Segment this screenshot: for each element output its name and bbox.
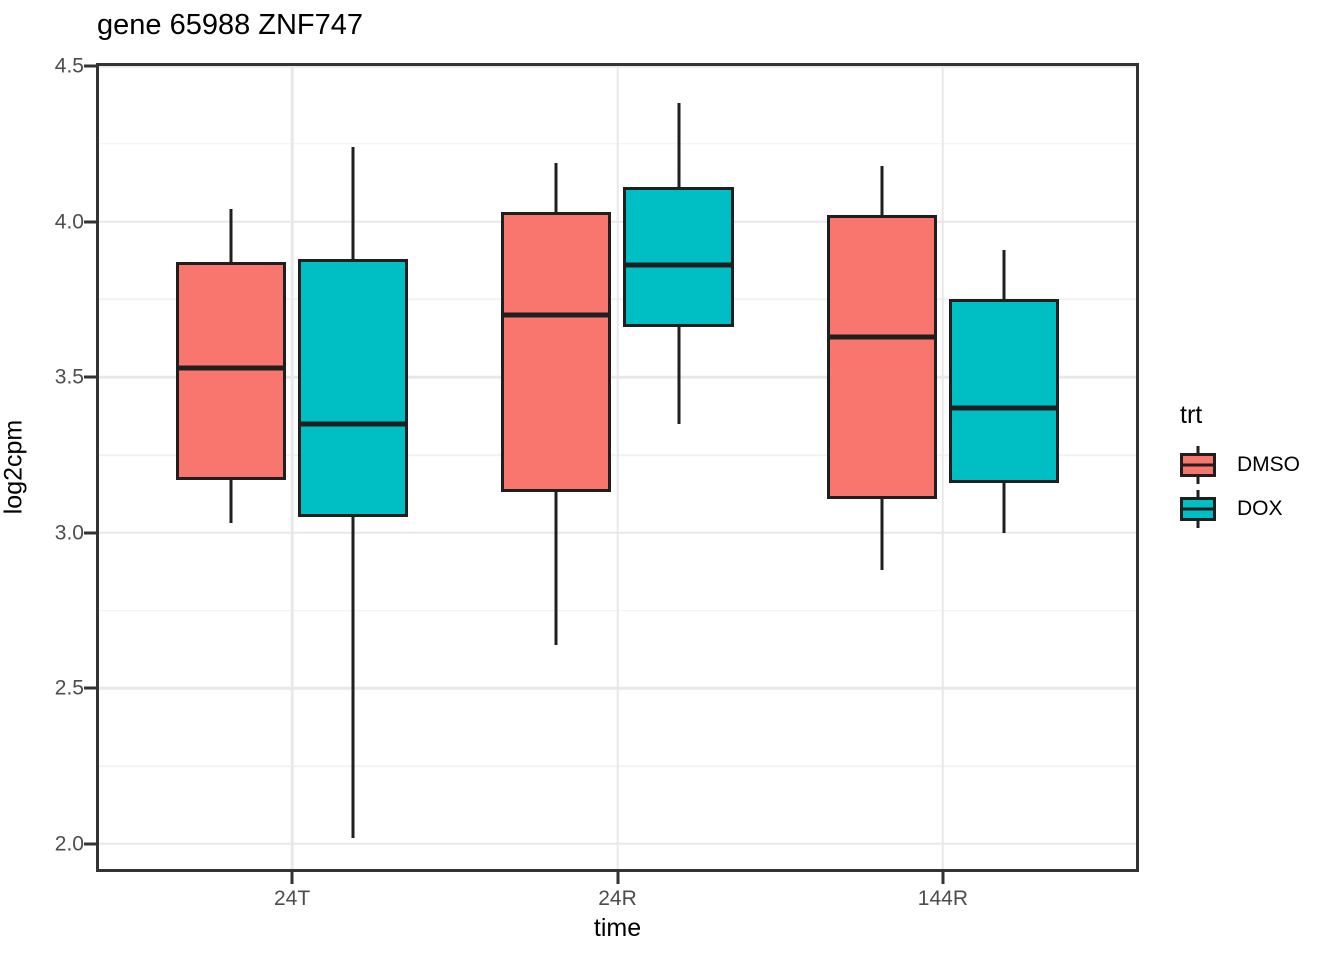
plot-panel	[96, 63, 1139, 872]
legend-item-dmso: DMSO	[1180, 443, 1300, 487]
gridline-major-x	[941, 63, 945, 872]
key-median-line	[1180, 507, 1216, 511]
x-axis-tick-label: 24R	[598, 887, 637, 910]
y-axis-tick	[84, 220, 96, 224]
y-axis-tick-label: 2.5	[54, 676, 84, 700]
y-axis-tick	[84, 64, 96, 68]
median-line	[176, 365, 287, 371]
legend: trt DMSO DOX	[1180, 400, 1300, 531]
gridline-major-x	[616, 63, 619, 872]
boxplot-box	[176, 262, 287, 480]
y-axis-tick	[84, 531, 96, 535]
x-axis-tick	[616, 872, 619, 884]
x-axis-tick-label: 144R	[917, 887, 969, 910]
median-line	[826, 334, 937, 340]
y-axis-tick-label: 4.5	[54, 54, 84, 78]
median-line	[623, 262, 734, 268]
boxplot-box	[298, 259, 409, 518]
boxplot-box	[501, 212, 612, 493]
legend-item-dox: DOX	[1180, 487, 1300, 531]
key-median-line	[1180, 463, 1216, 467]
x-axis-tick	[941, 872, 945, 884]
chart-title: gene 65988 ZNF747	[97, 9, 364, 41]
boxplot-key-icon	[1180, 443, 1216, 487]
y-axis-tick	[84, 842, 96, 846]
y-axis-tick	[84, 375, 96, 379]
boxplot-key-icon	[1180, 487, 1216, 531]
y-axis-tick-label: 3.5	[54, 365, 84, 389]
y-axis-title: log2cpm	[0, 419, 28, 515]
legend-label-dox: DOX	[1237, 497, 1283, 520]
median-line	[501, 312, 612, 318]
boxplot-box	[623, 187, 734, 328]
median-line	[298, 421, 409, 427]
y-axis-tick-label: 4.0	[54, 210, 84, 234]
y-axis-tick-label: 3.0	[54, 521, 84, 545]
x-axis-title: time	[593, 914, 642, 942]
x-axis-tick-label: 24T	[273, 887, 311, 910]
y-axis-tick-label: 2.0	[54, 832, 84, 856]
gridline-major-x	[290, 63, 294, 872]
y-axis-tick	[84, 686, 96, 690]
legend-label-dmso: DMSO	[1237, 453, 1300, 476]
boxplot-box	[826, 215, 937, 499]
boxplot-box	[948, 299, 1059, 484]
legend-title: trt	[1180, 401, 1203, 429]
x-axis-tick	[290, 872, 294, 884]
median-line	[948, 405, 1059, 411]
